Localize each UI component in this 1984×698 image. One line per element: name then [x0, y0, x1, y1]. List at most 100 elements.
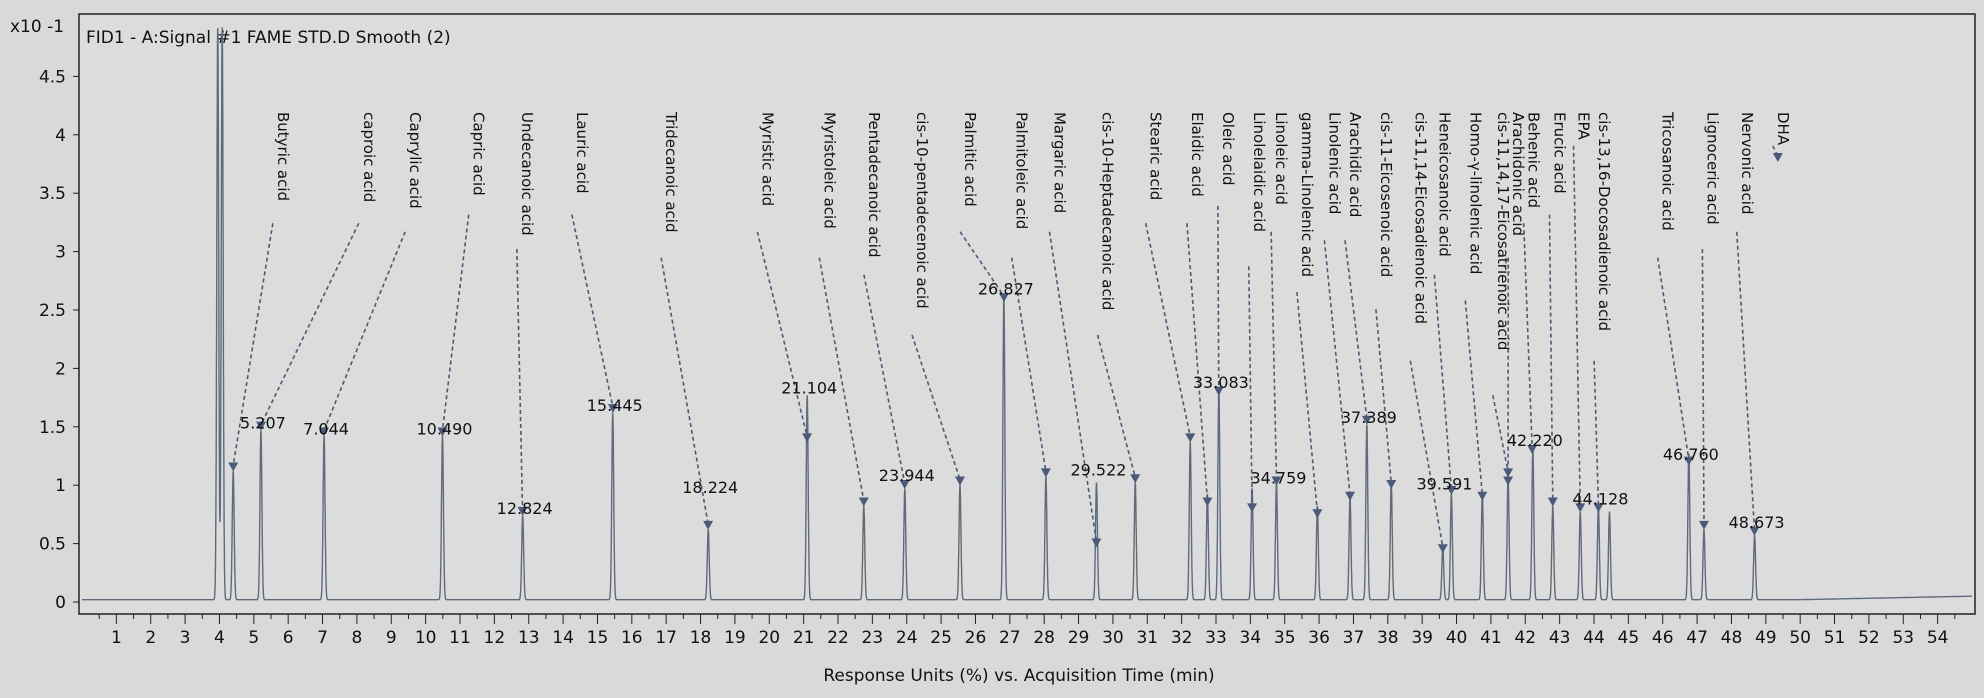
- compound-name-label: Heneicosanoic acid: [1435, 112, 1453, 257]
- x-tick-label: 54: [1927, 628, 1949, 648]
- marker-arrow-head: [1503, 476, 1514, 486]
- compound-marker: cis-10-Heptadecanoic acid: [1096, 112, 1141, 484]
- compound-name-label: Myristic acid: [758, 112, 776, 206]
- marker-arrow-head: [1386, 480, 1397, 490]
- compound-name-label: Homo-γ-linolenic acid: [1466, 112, 1484, 274]
- marker-arrow-head: [1527, 445, 1538, 454]
- chart-title: FID1 - A:Signal #1 FAME STD.D Smooth (2): [86, 28, 451, 48]
- x-tick-label: 39: [1411, 628, 1433, 648]
- compound-marker: caproic acid: [256, 112, 378, 431]
- marker-arrow-line: [232, 223, 274, 466]
- compound-name-label: Lauric acid: [573, 112, 591, 194]
- marker-arrow-line: [1464, 300, 1484, 495]
- peak-rt-label: 15.445: [587, 396, 643, 415]
- marker-arrow-line: [516, 248, 524, 510]
- compound-name-label: Lignoceric acid: [1703, 112, 1721, 225]
- y-tick-label: 3.5: [39, 184, 66, 204]
- x-tick-label: 8: [351, 628, 362, 648]
- x-tick-label: 46: [1652, 628, 1674, 648]
- x-tick-label: 6: [283, 628, 294, 648]
- compound-name-label: caproic acid: [360, 112, 378, 202]
- compound-marker: Behenic acid: [1522, 112, 1543, 454]
- x-tick-label: 28: [1033, 628, 1055, 648]
- x-tick-label: 14: [552, 628, 574, 648]
- compound-marker: Pentadecanoic acid: [863, 112, 910, 490]
- marker-arrow-head: [1091, 538, 1102, 548]
- peak-rt-label: 42.220: [1507, 431, 1563, 450]
- y-tick-label: 4: [55, 126, 66, 146]
- x-tick-label: 51: [1824, 628, 1846, 648]
- marker-arrow-line: [571, 214, 614, 408]
- compound-marker: Arachidic acid: [1344, 112, 1372, 425]
- x-tick-label: 53: [1892, 628, 1914, 648]
- x-tick-label: 38: [1377, 628, 1399, 648]
- compound-name-label: Elaidic acid: [1188, 112, 1206, 197]
- compound-name-label: Pentadecanoic acid: [865, 112, 883, 258]
- x-tick-label: 34: [1240, 628, 1262, 648]
- peak-rt-label: 44.128: [1572, 490, 1628, 509]
- marker-arrow-head: [607, 404, 618, 414]
- compound-name-label: cis-11,14-Eicosadienoic acid: [1411, 112, 1429, 324]
- marker-arrow-line: [1217, 205, 1220, 390]
- marker-arrow-head: [1503, 468, 1514, 478]
- x-axis-label: Response Units (%) vs. Acquisition Time …: [823, 666, 1214, 686]
- y-tick-label: 2.5: [39, 301, 66, 321]
- peak-rt-label: 26.827: [978, 279, 1034, 298]
- compound-marker: Linolelaidic acid: [1247, 112, 1268, 513]
- compound-marker: Lauric acid: [571, 112, 618, 414]
- compound-name-label: cis-10-Heptadecanoic acid: [1099, 112, 1117, 310]
- peak-rt-label: 7.044: [303, 419, 349, 438]
- marker-arrow-head: [1345, 491, 1356, 501]
- x-tick-label: 13: [518, 628, 540, 648]
- compound-marker: Tridecanoic acid: [660, 111, 714, 530]
- x-tick-label: 52: [1858, 628, 1880, 648]
- marker-arrow-line: [1296, 291, 1319, 513]
- compound-marker: Nervonic acid: [1735, 112, 1760, 536]
- compound-name-label: Margaric acid: [1050, 112, 1068, 213]
- compound-marker: gamma-Linolenic acid: [1296, 112, 1323, 519]
- compound-marker: cis-11,14,17-Eicosatrienoic acid: [1491, 112, 1514, 478]
- compound-name-label: Erucic acid: [1550, 112, 1568, 194]
- x-tick-label: 45: [1618, 628, 1640, 648]
- x-tick-label: 7: [317, 628, 328, 648]
- x-tick-label: 42: [1514, 628, 1536, 648]
- x-tick-label: 47: [1686, 628, 1708, 648]
- compound-name-label: Undecanoic acid: [518, 112, 536, 236]
- marker-arrow-head: [1202, 497, 1213, 507]
- y-tick-label: 0.5: [39, 535, 66, 555]
- x-tick-label: 19: [724, 628, 746, 648]
- marker-arrow-line: [1248, 266, 1253, 507]
- peak-rt-label: 39.591: [1416, 474, 1472, 493]
- marker-arrow-head: [1437, 544, 1448, 554]
- marker-arrow-line: [756, 231, 808, 437]
- marker-arrow-line: [1491, 395, 1509, 472]
- marker-arrow-line: [1010, 257, 1047, 472]
- x-tick-label: 49: [1755, 628, 1777, 648]
- marker-arrow-line: [1344, 240, 1368, 419]
- compound-name-label: Oleic acid: [1219, 112, 1237, 186]
- marker-arrow-line: [1593, 360, 1600, 507]
- marker-arrow-head: [1683, 456, 1694, 466]
- compound-name-label: Behenic acid: [1525, 112, 1543, 208]
- x-tick-label: 35: [1274, 628, 1296, 648]
- x-tick-label: 33: [1205, 628, 1227, 648]
- marker-arrow-head: [256, 421, 267, 431]
- compound-name-label: Arachidic acid: [1346, 112, 1364, 217]
- compound-marker: Linoleic acid: [1270, 112, 1290, 486]
- x-tick-label: 21: [793, 628, 815, 648]
- marker-arrow-head: [517, 506, 528, 516]
- marker-arrow-head: [998, 293, 1009, 303]
- marker-arrow-line: [1144, 223, 1192, 437]
- x-tick-label: 40: [1446, 628, 1468, 648]
- compound-marker: Oleic acid: [1213, 112, 1237, 396]
- x-tick-label: 2: [145, 628, 156, 648]
- peak-labels: 5.207 7.044 10.490 12.824 15.445 18.224 21.104…: [240, 279, 1785, 532]
- x-tick-label: 36: [1308, 628, 1330, 648]
- marker-arrow-head: [437, 427, 448, 437]
- x-tick-label: 17: [655, 628, 677, 648]
- compound-name-label: cis-10-pentadecenoic acid: [913, 112, 931, 309]
- compound-marker: cis-11-Eicosenoic acid: [1375, 112, 1397, 490]
- compound-name-label: Tridecanoic acid: [662, 111, 680, 232]
- signal-trace: [82, 27, 1972, 601]
- marker-arrow-head: [228, 462, 239, 472]
